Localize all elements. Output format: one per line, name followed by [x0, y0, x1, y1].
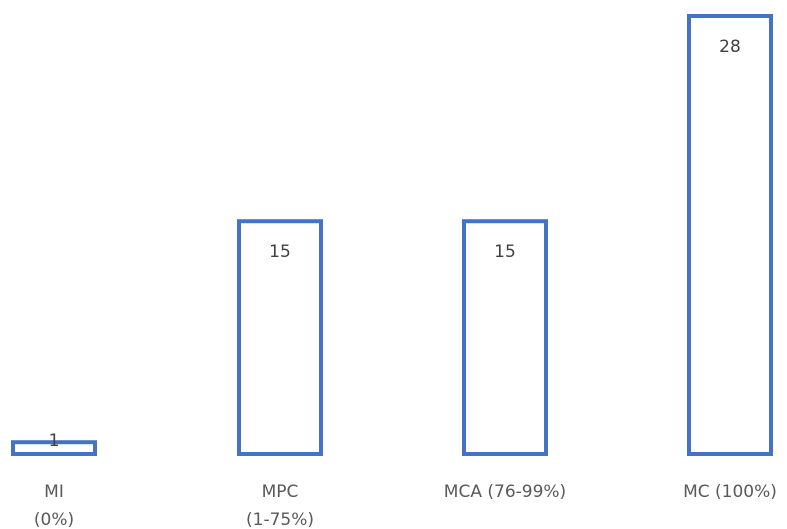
category-label-2-line-2: (1-75%) [246, 510, 314, 529]
data-label-1: 1 [49, 431, 60, 451]
data-label-4: 28 [719, 37, 741, 57]
bar-3 [462, 219, 548, 456]
data-label-3: 15 [494, 242, 516, 262]
data-label-2: 15 [269, 242, 291, 262]
data-labels-group: 1 15 15 28 [49, 37, 741, 451]
category-label-1-line-2: (0%) [34, 510, 74, 529]
category-label-1-line-1: MI [44, 482, 64, 502]
category-labels-group: MI (0%) MPC (1-75%) MCA (76-99%) MC (100%) [34, 482, 777, 529]
bar-2 [237, 219, 323, 456]
category-label-4: MC (100%) [683, 482, 777, 502]
category-label-2-line-1: MPC [262, 482, 299, 502]
bar-1 [11, 440, 97, 457]
bar-4 [687, 14, 773, 456]
bars-group [11, 14, 773, 457]
category-label-3: MCA (76-99%) [444, 482, 566, 502]
